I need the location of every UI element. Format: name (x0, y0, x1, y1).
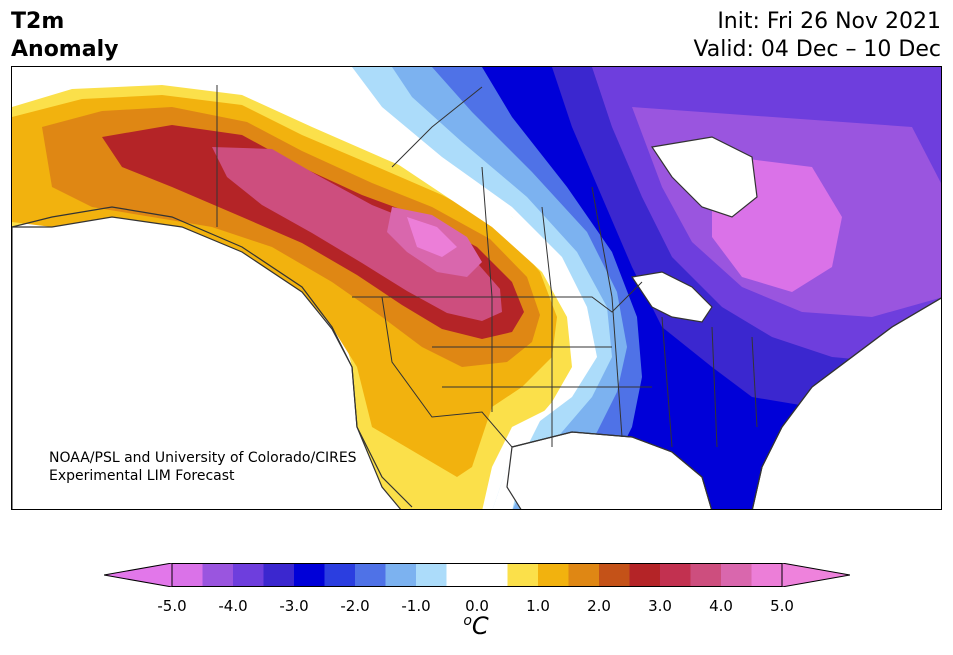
colorbar-segment (538, 563, 569, 587)
colorbar-segment (721, 563, 752, 587)
colorbar (104, 563, 850, 587)
anomaly-map (12, 67, 941, 509)
colorbar-segment (599, 563, 630, 587)
credit-text: NOAA/PSL and University of Colorado/CIRE… (49, 449, 357, 485)
colorbar-segment (751, 563, 783, 587)
arctic-ocean (12, 67, 342, 97)
colorbar-segment (202, 563, 234, 587)
colorbar-segment (629, 563, 661, 587)
credit-line-2: Experimental LIM Forecast (49, 468, 235, 484)
map-title: T2m Anomaly (11, 8, 118, 64)
forecast-dates: Init: Fri 26 Nov 2021 Valid: 04 Dec – 10… (693, 8, 941, 64)
map-panel (11, 66, 942, 510)
colorbar-segment (507, 563, 539, 587)
colorbar-segment (355, 563, 386, 587)
title-line-1: T2m (11, 9, 65, 34)
colorbar-segment (385, 563, 417, 587)
credit-line-1: NOAA/PSL and University of Colorado/CIRE… (49, 450, 357, 466)
colorbar-segment (660, 563, 691, 587)
political-borders (216, 85, 758, 448)
colorbar-extend-high (781, 563, 850, 587)
colorbar-tick-label: -4.0 (218, 597, 248, 615)
coastlines (12, 206, 941, 509)
neutral-band (282, 87, 587, 509)
colorbar-tick-label: 2.0 (587, 597, 611, 615)
unit-base: C (471, 612, 489, 640)
colorbar-segment (477, 563, 508, 587)
warm-region-core (407, 217, 457, 257)
hudson-bay (650, 136, 758, 218)
colorbar-tick-label: 5.0 (770, 597, 794, 615)
colorbar-tick-label: 4.0 (709, 597, 733, 615)
colorbar-unit: oC (463, 612, 488, 640)
colorbar-tick-label: -1.0 (401, 597, 431, 615)
colorbar-extend-low (104, 563, 173, 587)
colorbar-tick-label: -2.0 (340, 597, 370, 615)
colorbar-frame (171, 563, 783, 587)
colorbar-tick-label: 1.0 (526, 597, 550, 615)
colorbar-tick-label: 3.0 (648, 597, 672, 615)
colorbar-segment (690, 563, 722, 587)
colorbar-tick-label: -3.0 (279, 597, 309, 615)
unit-superscript: o (463, 613, 472, 629)
title-line-2: Anomaly (11, 37, 119, 62)
colorbar-tick-label: 0.0 (465, 597, 489, 615)
colorbar-segment (416, 563, 447, 587)
colorbar-segment (172, 563, 203, 587)
pacific-ocean (12, 216, 402, 509)
colorbar-tick-label: -5.0 (157, 597, 187, 615)
init-date: Init: Fri 26 Nov 2021 (717, 9, 941, 34)
colorbar-segment (324, 563, 356, 587)
warm-region-magenta (212, 147, 502, 321)
colorbar-segment (233, 563, 264, 587)
valid-range: Valid: 04 Dec – 10 Dec (693, 37, 941, 62)
great-lakes (630, 271, 713, 323)
colorbar-segment (446, 563, 478, 587)
colorbar-segment (294, 563, 325, 587)
colorbar-segment (263, 563, 295, 587)
colorbar-segment (568, 563, 600, 587)
